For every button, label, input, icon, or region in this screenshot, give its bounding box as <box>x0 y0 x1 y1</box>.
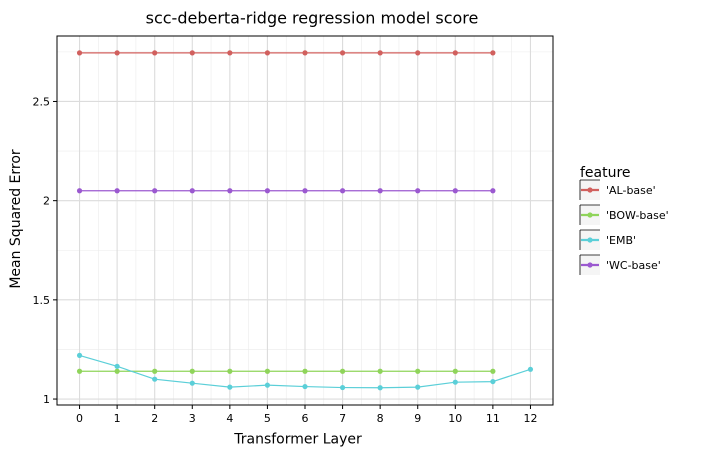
legend-key-point <box>587 237 593 243</box>
x-tick-label: 8 <box>377 412 384 425</box>
legend-item-al-base: 'AL-base' <box>579 179 656 200</box>
series-layer <box>76 50 534 391</box>
data-point-bow-base <box>452 368 458 374</box>
data-point-emb <box>152 376 158 382</box>
x-tick-label: 12 <box>523 412 537 425</box>
x-tick-label: 1 <box>114 412 121 425</box>
x-axis-title: Transformer Layer <box>233 432 362 448</box>
data-point-bow-base <box>189 368 195 374</box>
x-tick-label: 11 <box>486 412 500 425</box>
data-point-wc-base <box>227 188 233 194</box>
data-point-emb <box>339 384 346 391</box>
legend-item-wc-base: 'WC-base' <box>579 254 661 275</box>
data-point-emb <box>114 363 120 369</box>
y-axis-title: Mean Squared Error <box>8 149 24 289</box>
legend-key-point <box>587 212 593 218</box>
data-point-wc-base <box>452 188 458 194</box>
data-point-wc-base <box>339 188 346 194</box>
data-point-al-base <box>490 50 496 56</box>
y-tick-label: 1 <box>43 393 50 406</box>
data-point-emb <box>377 385 383 391</box>
data-point-wc-base <box>114 188 120 194</box>
legend-label: 'BOW-base' <box>606 209 669 222</box>
data-point-emb <box>452 379 458 385</box>
data-point-wc-base <box>189 188 195 194</box>
data-point-bow-base <box>227 368 233 374</box>
data-point-wc-base <box>415 188 421 194</box>
chart-title: scc-deberta-ridge regression model score <box>146 9 479 28</box>
data-point-al-base <box>76 50 83 56</box>
x-tick-label: 10 <box>448 412 462 425</box>
grid-layer <box>57 36 553 405</box>
x-tick-label: 0 <box>76 412 83 425</box>
data-point-wc-base <box>302 188 308 194</box>
data-point-emb <box>264 382 271 388</box>
data-point-emb <box>490 378 496 385</box>
data-point-bow-base <box>114 368 120 374</box>
data-point-emb <box>189 380 195 386</box>
legend: feature 'AL-base' 'BOW-base' 'EMB' 'WC-base… <box>579 165 669 275</box>
data-point-al-base <box>152 50 158 56</box>
data-point-emb <box>227 384 233 390</box>
data-point-al-base <box>452 50 458 56</box>
data-point-wc-base <box>152 188 158 194</box>
x-tick-label: 6 <box>302 412 309 425</box>
data-point-bow-base <box>377 368 383 374</box>
legend-item-emb: 'EMB' <box>579 229 636 250</box>
data-point-emb <box>302 383 308 390</box>
y-tick-label: 2.5 <box>33 95 51 108</box>
data-point-wc-base <box>377 188 383 194</box>
data-point-bow-base <box>339 368 346 374</box>
legend-label: 'EMB' <box>606 234 636 247</box>
data-point-bow-base <box>152 368 158 374</box>
x-tick-label: 2 <box>151 412 158 425</box>
x-tick-label: 4 <box>226 412 233 425</box>
data-point-wc-base <box>264 188 271 194</box>
data-point-wc-base <box>490 188 496 194</box>
legend-label: 'WC-base' <box>606 259 661 272</box>
data-point-al-base <box>339 50 346 56</box>
data-point-emb <box>415 384 421 390</box>
legend-label: 'AL-base' <box>606 184 656 197</box>
y-tick-label: 1.5 <box>33 294 51 307</box>
data-point-al-base <box>264 50 271 56</box>
x-tick-label: 7 <box>339 412 346 425</box>
data-point-bow-base <box>302 368 308 374</box>
x-tick-label: 3 <box>189 412 196 425</box>
legend-key-point <box>587 187 593 193</box>
data-point-al-base <box>114 50 120 56</box>
data-point-al-base <box>189 50 195 56</box>
y-tick-label: 2 <box>43 195 50 208</box>
data-point-emb <box>76 352 83 359</box>
data-point-bow-base <box>264 368 271 374</box>
legend-title: feature <box>580 165 631 181</box>
data-point-bow-base <box>76 368 83 374</box>
data-point-al-base <box>377 50 383 56</box>
data-point-al-base <box>227 50 233 56</box>
legend-key-point <box>587 262 593 268</box>
data-point-al-base <box>302 50 308 56</box>
data-point-bow-base <box>490 368 496 374</box>
data-point-wc-base <box>76 188 83 194</box>
data-point-al-base <box>415 50 421 56</box>
x-tick-label: 9 <box>414 412 421 425</box>
legend-item-bow-base: 'BOW-base' <box>579 204 669 225</box>
data-point-bow-base <box>415 368 421 374</box>
data-point-emb <box>527 366 534 372</box>
x-tick-label: 5 <box>264 412 271 425</box>
